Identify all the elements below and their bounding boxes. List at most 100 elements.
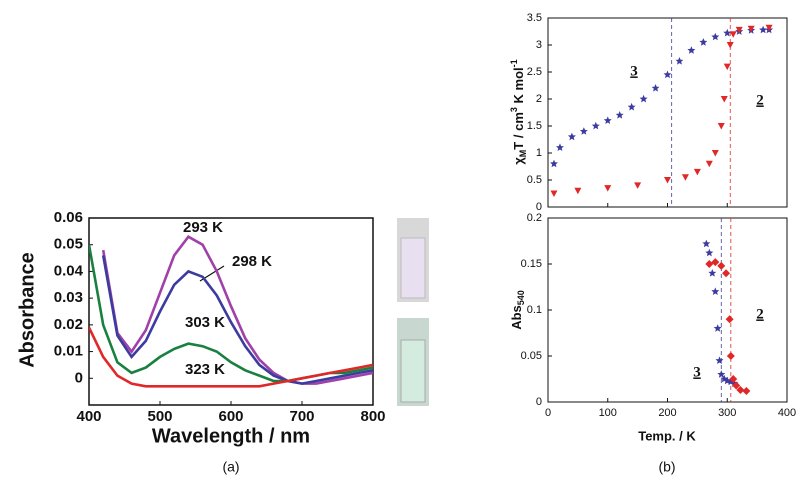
data-point [720, 374, 729, 383]
data-point [711, 287, 720, 295]
y-tick-label: 0.04 [54, 262, 84, 279]
data-point [723, 28, 732, 37]
spectrum-line [101, 255, 373, 385]
data-point [663, 70, 672, 79]
y-tick-label: 2.5 [527, 66, 542, 78]
data-point [717, 123, 725, 130]
plot-frame [88, 217, 374, 406]
data-point [713, 324, 722, 332]
y-tick-label: 3 [536, 39, 542, 51]
data-point [705, 248, 714, 257]
label-part: T / cm [511, 112, 526, 150]
data-point [687, 46, 696, 54]
data-point [705, 160, 713, 168]
data-point [735, 26, 743, 34]
data-point [722, 269, 731, 278]
data-point [723, 63, 731, 71]
label-part: K mol [511, 67, 526, 107]
y-tick-label: 0.01 [54, 343, 83, 360]
data-point [574, 187, 582, 195]
label-part: -1 [509, 59, 519, 67]
data-point [711, 150, 719, 157]
spectrum-line [89, 326, 373, 388]
y-tick-label: 0.15 [521, 258, 542, 270]
data-point [705, 260, 714, 268]
y-axis-label: Abs540 [509, 290, 526, 330]
y-tick-label: 0.06 [54, 209, 83, 226]
data-point [729, 375, 738, 383]
x-tick-label: 700 [289, 408, 314, 425]
cuvette-photos [397, 218, 429, 406]
y-tick-label: 0 [536, 201, 542, 213]
data-point [591, 121, 600, 130]
y-tick-label: 0.1 [527, 304, 542, 316]
data-point [747, 25, 755, 33]
cuvette-2-liquid [400, 339, 426, 403]
data-point [681, 174, 689, 181]
data-point [708, 269, 717, 277]
x-tick-label: 100 [599, 407, 617, 419]
data-point [639, 94, 648, 103]
caption: (b) [658, 459, 675, 475]
data-point [634, 182, 642, 189]
data-point [693, 168, 701, 176]
cuvette-1-liquid [400, 237, 426, 299]
series-label: 323 K [185, 361, 225, 378]
label-part: Abs [509, 305, 524, 330]
x-tick-label: 0 [545, 407, 551, 419]
data-point [579, 127, 588, 135]
data-point [550, 159, 558, 168]
data-point [736, 386, 745, 395]
plot-frame [547, 217, 788, 403]
x-tick-label: 400 [76, 408, 101, 425]
y-tick-label: 0.03 [54, 289, 83, 306]
data-point [711, 258, 720, 267]
data-point [765, 24, 773, 32]
x-tick-label: 300 [718, 407, 736, 419]
x-tick-label: 500 [147, 408, 172, 425]
data-point [702, 239, 711, 248]
data-point [759, 25, 768, 34]
data-point [615, 111, 624, 119]
x-tick-label: 600 [218, 408, 243, 425]
data-point [726, 42, 734, 49]
series-label: 3 [693, 364, 701, 380]
data-point [715, 356, 724, 364]
label-part: M [518, 150, 528, 158]
y-tick-label: 0.05 [54, 236, 83, 253]
series-label: 293 K [183, 219, 223, 236]
data-point [567, 132, 576, 141]
x-tick-label: 800 [360, 408, 385, 425]
series-label: 298 K [232, 253, 272, 270]
data-point [604, 185, 612, 192]
data-point [699, 38, 708, 46]
y-tick-label: 0.5 [527, 174, 542, 186]
series-label: 3 [630, 63, 638, 79]
label-part: χ [511, 157, 526, 165]
data-point [717, 370, 726, 378]
data-point [726, 352, 735, 360]
label-part: 3 [509, 107, 519, 112]
data-point [664, 177, 671, 184]
y-tick-label: 0.02 [54, 316, 83, 333]
data-point [556, 143, 564, 151]
y-tick-label: 3.5 [527, 12, 542, 24]
spectrum-line [101, 235, 373, 385]
series-label: 303 K [185, 314, 225, 331]
y-tick-label: 0 [75, 369, 83, 386]
x-tick-label: 400 [778, 407, 796, 419]
y-tick-label: 0.2 [527, 212, 542, 224]
y-tick-label: 2 [536, 93, 542, 105]
y-tick-label: 1.5 [527, 120, 542, 132]
series-label: 2 [756, 92, 764, 108]
data-point [675, 57, 684, 65]
y-tick-label: 0.05 [521, 350, 542, 362]
x-axis-label: Temp. / K [638, 428, 696, 443]
data-point [742, 386, 751, 395]
data-point [717, 261, 726, 270]
data-point [720, 96, 728, 103]
x-tick-label: 200 [658, 407, 676, 419]
data-point [627, 102, 636, 111]
caption: (a) [222, 459, 239, 475]
